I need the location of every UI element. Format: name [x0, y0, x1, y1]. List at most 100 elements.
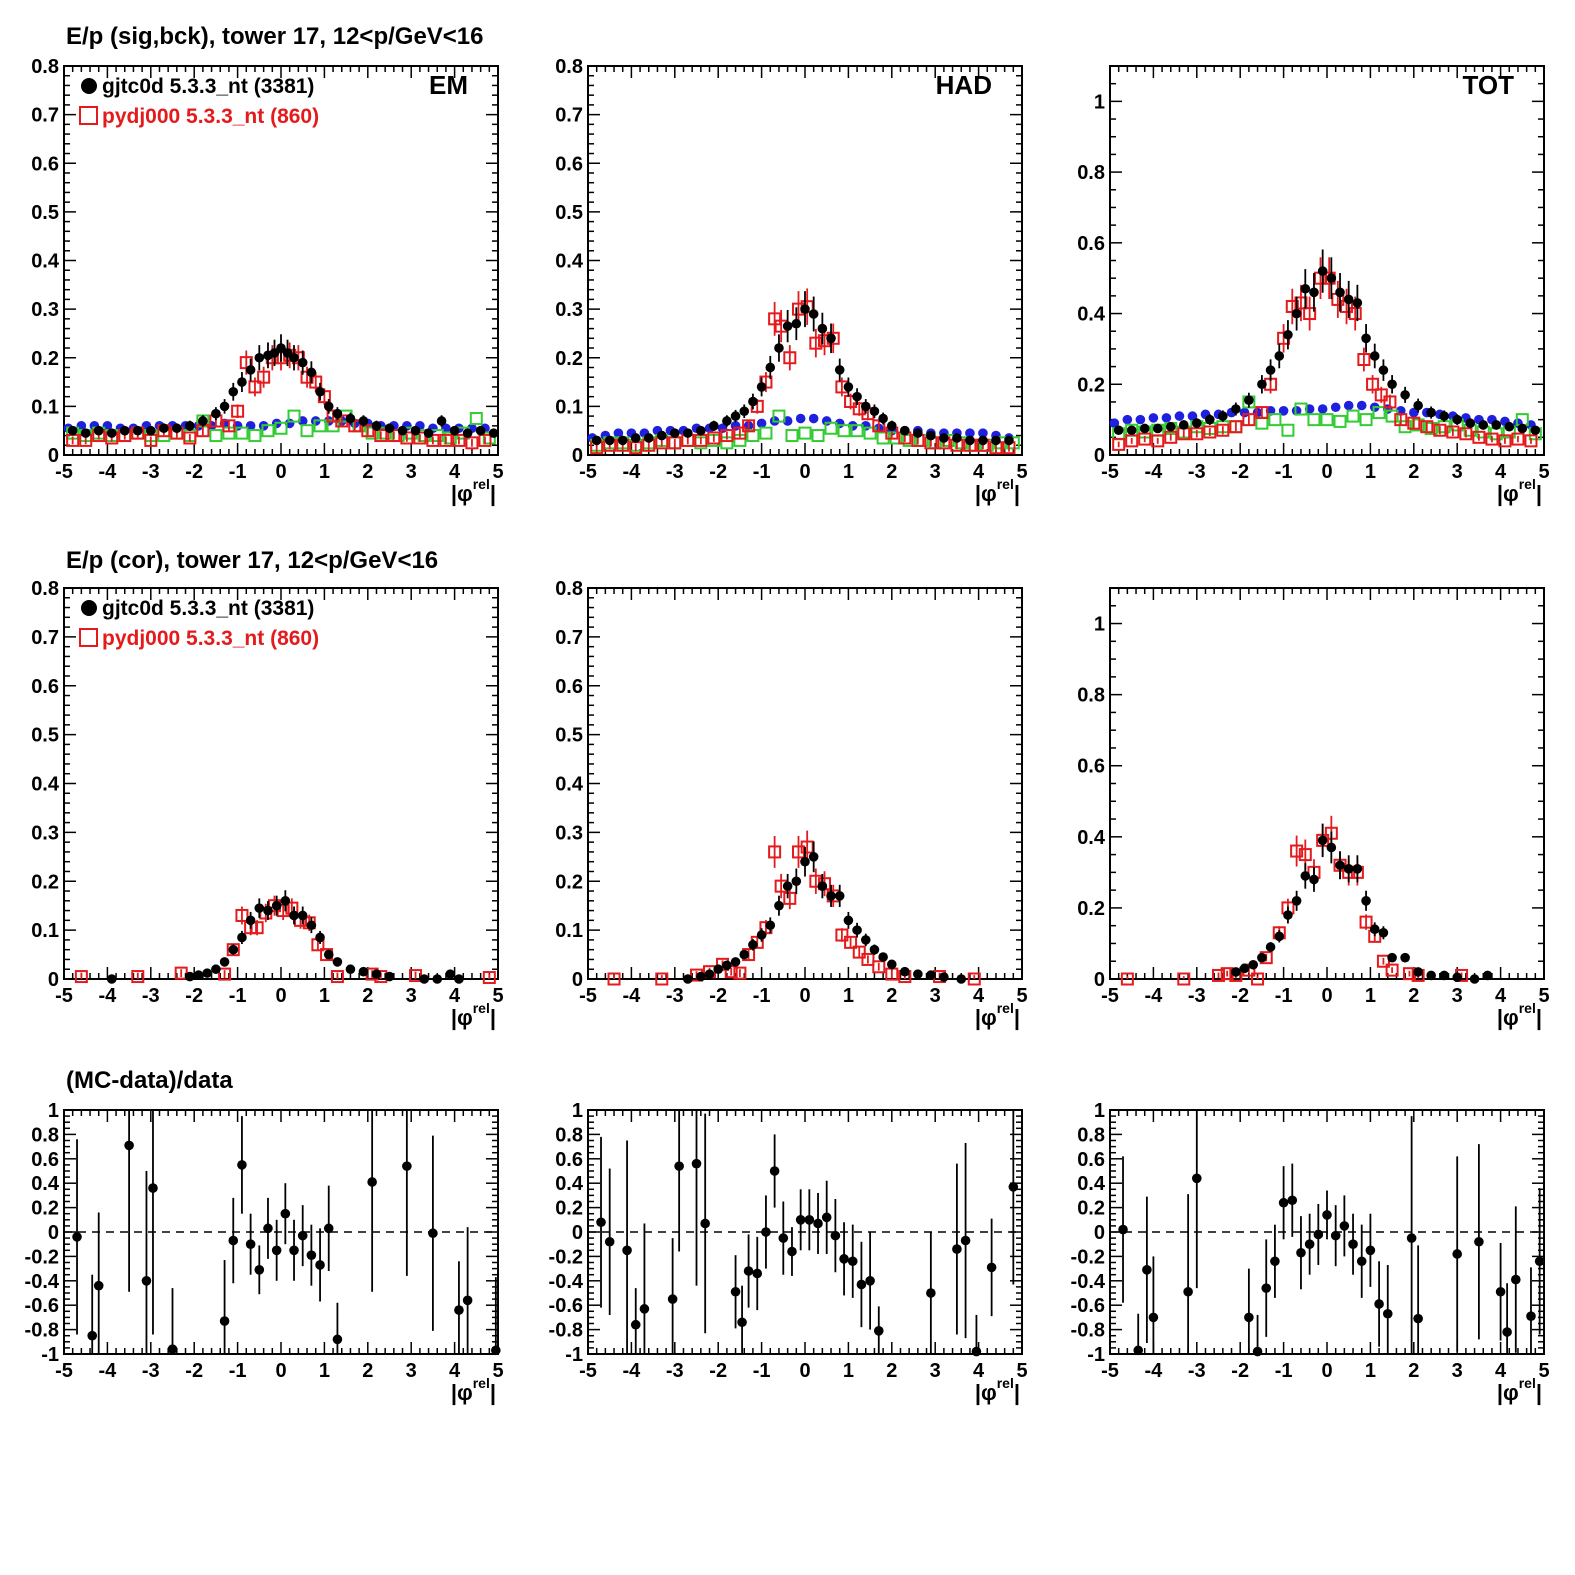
data-point — [228, 1235, 239, 1246]
y-tick-label: 0.8 — [555, 1124, 583, 1146]
x-tick-label: 4 — [449, 985, 461, 1007]
y-tick-label: 1 — [1094, 91, 1105, 113]
y-tick-label: -0.4 — [549, 1271, 584, 1293]
data-point — [315, 386, 325, 397]
x-tick-label: -2 — [185, 1360, 203, 1382]
data-point — [1343, 864, 1354, 874]
row-title-cor: E/p (cor), tower 17, 12<p/GeV<16 — [66, 547, 438, 574]
data-point — [913, 969, 923, 979]
data-point — [835, 928, 849, 942]
x-tick-label: 0 — [799, 985, 810, 1007]
data-point — [1274, 931, 1285, 942]
x-axis-title-sup: rel — [997, 1000, 1014, 1016]
data-point — [787, 1246, 797, 1257]
data-point — [952, 1244, 962, 1254]
x-tick-label: 4 — [973, 985, 985, 1007]
x-tick-label: -1 — [1275, 461, 1293, 483]
data-point — [1411, 418, 1425, 432]
data-point — [1218, 411, 1228, 421]
data-point — [1261, 1283, 1272, 1293]
series-0 — [67, 334, 499, 438]
data-point — [274, 421, 288, 435]
data-point — [1248, 959, 1259, 970]
y-tick-label: 0.2 — [31, 1198, 59, 1220]
data-point — [193, 970, 204, 980]
data-point — [1112, 437, 1126, 451]
chart-panel-had-row1: -5 -4 -3 -2 -1 0 1 2 3 4 5|φrel|00.10.20.30.40.50.… — [555, 56, 1027, 506]
data-point — [674, 1161, 684, 1171]
data-point — [202, 968, 213, 978]
x-axis-title-sup: rel — [473, 476, 490, 492]
data-point — [410, 425, 421, 436]
data-point — [358, 966, 369, 977]
data-point — [306, 1250, 317, 1260]
data-point — [289, 910, 299, 921]
data-point — [730, 957, 741, 967]
data-point — [748, 396, 758, 407]
y-tick-label: 0.1 — [31, 920, 59, 942]
data-point — [782, 881, 793, 891]
data-point — [198, 416, 208, 426]
data-point — [739, 949, 750, 960]
x-axis-title: |φrel| — [975, 476, 1020, 506]
data-point — [482, 971, 496, 985]
data-point — [808, 413, 819, 424]
y-tick-label: 0.8 — [1077, 685, 1105, 707]
data-point — [1244, 395, 1254, 405]
chart-panel-tot-row3: -5 -4 -3 -2 -1 0 1 2 3 4 5|φrel|-1-0.8-0.6-0.4-0.2… — [1071, 1100, 1550, 1405]
data-point — [367, 1177, 377, 1187]
x-tick-label: -3 — [1188, 985, 1206, 1007]
data-point — [1357, 353, 1371, 367]
y-tick-label: -0.8 — [549, 1320, 583, 1342]
data-point — [428, 1228, 438, 1239]
data-point — [1413, 400, 1423, 411]
chart-panel-em-row3: -5 -4 -3 -2 -1 0 1 2 3 4 5|φrel|-1-0.8-0.6-0.4-0.2… — [25, 1100, 504, 1405]
x-tick-label: -2 — [185, 461, 203, 483]
data-point — [1252, 1346, 1263, 1357]
data-point — [772, 409, 786, 423]
x-axis-title: |φrel| — [975, 1000, 1020, 1030]
data-point — [1339, 1221, 1350, 1231]
data-point — [1446, 425, 1460, 439]
data-point — [332, 1334, 343, 1345]
x-tick-label: 4 — [1495, 461, 1507, 483]
data-point — [1004, 435, 1014, 446]
data-point — [795, 413, 806, 424]
y-tick-label: 0.6 — [1077, 233, 1105, 255]
data-point — [1274, 351, 1285, 361]
y-tick-label: 0.1 — [31, 396, 59, 418]
data-point — [730, 1286, 741, 1297]
data-point — [746, 429, 760, 443]
data-point — [222, 419, 236, 433]
x-tick-label: 3 — [930, 1360, 941, 1382]
data-point — [769, 1166, 780, 1176]
y-tick-label: 0 — [48, 445, 59, 467]
x-tick-label: 2 — [886, 1360, 897, 1382]
x-axis-title: |φrel| — [451, 476, 496, 506]
data-point — [1008, 1182, 1019, 1192]
data-point — [1291, 308, 1302, 319]
y-tick-label: 0.3 — [555, 299, 583, 321]
legend-label-mc: pydj000 5.3.3_nt (860) — [102, 105, 319, 128]
data-point — [1317, 835, 1328, 846]
data-point — [1378, 927, 1389, 938]
data-point — [834, 365, 845, 375]
y-tick-label: 0.1 — [555, 920, 583, 942]
data-point — [748, 939, 758, 950]
data-point — [1303, 307, 1317, 321]
data-point — [1192, 418, 1202, 428]
x-tick-label: 0 — [1321, 461, 1332, 483]
x-tick-label: -4 — [623, 461, 642, 483]
data-point — [1335, 860, 1345, 871]
data-point — [639, 1304, 650, 1314]
legend: gjtc0d 5.3.3_nt (3381) pydj000 5.3.3_nt (… — [79, 75, 319, 128]
data-point — [469, 412, 483, 426]
data-point — [847, 1256, 858, 1267]
data-point — [743, 1266, 754, 1276]
y-tick-label: 0.6 — [1077, 1149, 1105, 1171]
data-point — [1125, 434, 1139, 448]
data-point — [1294, 296, 1308, 310]
data-point — [397, 425, 408, 436]
y-tick-label: 0 — [48, 1222, 59, 1244]
data-point — [235, 908, 249, 922]
